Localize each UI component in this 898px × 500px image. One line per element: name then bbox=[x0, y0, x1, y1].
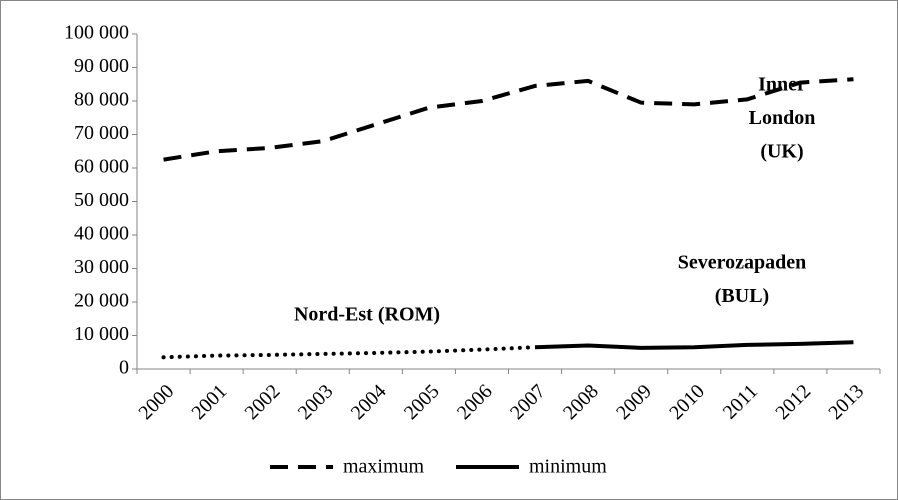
y-tick-label: 30 000 bbox=[74, 256, 129, 278]
y-tick-label: 60 000 bbox=[74, 156, 129, 178]
y-tick-label: 10 000 bbox=[74, 323, 129, 345]
annotation: Inner bbox=[758, 74, 806, 96]
annotation: London bbox=[749, 107, 816, 129]
y-tick-label: 80 000 bbox=[74, 89, 129, 111]
series-line bbox=[534, 340, 854, 350]
y-tick-label: 0 bbox=[119, 357, 129, 379]
annotation: Nord-Est (ROM) bbox=[294, 304, 440, 326]
series-line bbox=[163, 77, 854, 162]
annotation: (UK) bbox=[760, 141, 803, 163]
annotation: (BUL) bbox=[715, 285, 769, 307]
y-tick-label: 50 000 bbox=[74, 189, 129, 211]
y-tick-label: 40 000 bbox=[74, 223, 129, 245]
y-tick-label: 90 000 bbox=[74, 55, 129, 77]
y-tick-label: 20 000 bbox=[74, 290, 129, 312]
legend-label: minimum bbox=[529, 456, 607, 478]
y-tick-label: 70 000 bbox=[74, 122, 129, 144]
legend-label: maximum bbox=[343, 456, 425, 478]
series-line bbox=[161, 345, 538, 360]
annotation: Severozapaden bbox=[678, 252, 807, 274]
y-tick-label: 100 000 bbox=[64, 22, 129, 44]
